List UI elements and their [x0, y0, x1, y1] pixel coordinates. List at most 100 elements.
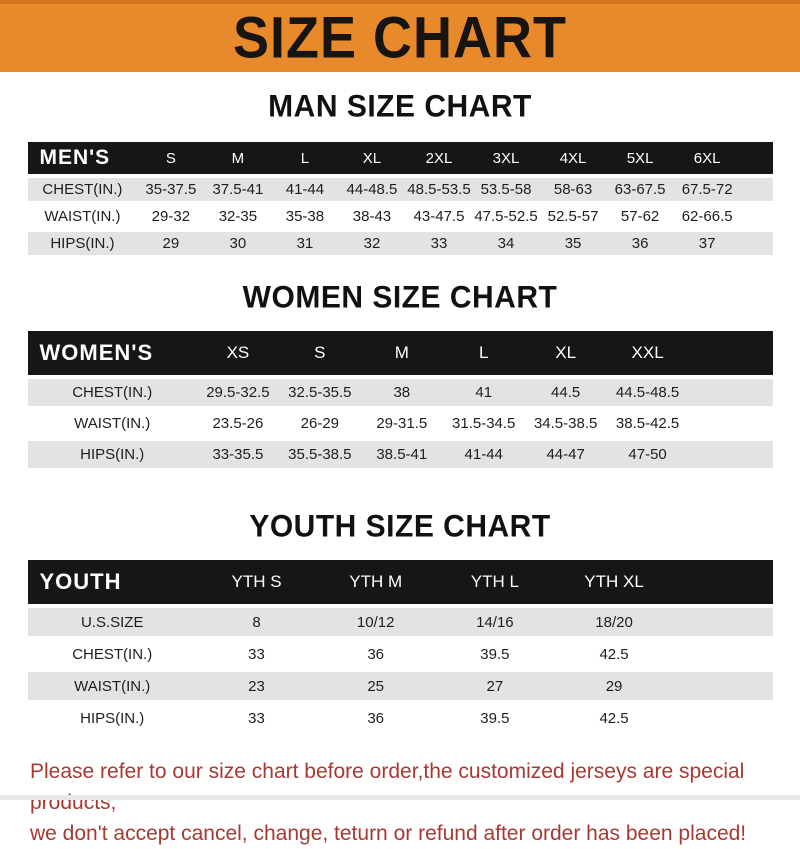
youth-value-cell: 8	[252, 613, 261, 631]
women-size-table: WOMEN'S XS S M L XL XXL CHEST(IN.) 29.5-32.5 32.5…	[27, 327, 773, 472]
men-value-cell: 31	[296, 235, 314, 252]
men-column-header: 5XL	[606, 142, 674, 174]
women-measure-row: WAIST(IN.) 23.5-26 26-29 29-31.5 31.5-34.5 34…	[27, 410, 773, 437]
women-value-cell: 41	[475, 384, 493, 401]
women-header-spacer	[688, 331, 773, 375]
men-column-header: 2XL	[405, 142, 473, 174]
youth-value-cell: 33	[248, 645, 265, 663]
footer-line-1: Please refer to our size chart before or…	[30, 760, 745, 814]
women-row-spacer	[689, 441, 773, 468]
men-value-cell: 30	[229, 235, 247, 252]
youth-header-spacer	[673, 560, 773, 604]
men-measure-row: WAIST(IN.) 29-32 32-35 35-38 38-43 43-47.5 47.…	[27, 205, 773, 228]
youth-column-header: YTH L	[435, 560, 555, 604]
men-column-header: L	[271, 142, 339, 174]
youth-value-cell: 42.5	[599, 709, 629, 727]
men-value-cell: 47.5-52.5	[474, 208, 538, 225]
men-column-header: XL	[338, 142, 406, 174]
men-value-cell: 41-44	[285, 181, 325, 198]
women-size-heading: WOMEN SIZE CHART	[242, 280, 558, 315]
footer-line-2: we don't accept cancel, change, teturn o…	[30, 822, 747, 845]
men-header-row: MEN'S S M L XL 2XL 3XL 4XL 5XL 6XL	[27, 142, 773, 174]
men-value-cell: 67.5-72	[681, 181, 733, 198]
men-value-cell: 37	[698, 235, 716, 252]
youth-measure-row: HIPS(IN.) 33 36 39.5 42.5	[27, 704, 773, 732]
women-value-cell: 41-44	[464, 446, 503, 463]
youth-size-table: YOUTH YTH S YTH M YTH L YTH XL U.S.SIZE 8 10/12…	[27, 556, 773, 736]
women-row-spacer	[689, 379, 773, 406]
men-value-cell: 33	[430, 235, 448, 252]
youth-size-section: YOUTH SIZE CHART YOUTH YTH S YTH M YTH L YTH…	[0, 509, 800, 736]
women-value-cell: 34.5-38.5	[533, 415, 598, 432]
women-value-cell: 38.5-41	[376, 446, 428, 463]
women-value-cell: 44-47	[546, 446, 585, 463]
youth-measure-row: U.S.SIZE 8 10/12 14/16 18/20	[27, 608, 773, 636]
men-value-cell: 34	[497, 235, 515, 252]
men-value-cell: 37.5-41	[212, 181, 264, 198]
man-size-section: MAN SIZE CHART MEN'S S M L XL 2XL 3XL 4XL 5XL 6XL…	[0, 89, 800, 259]
youth-column-header: YTH XL	[554, 560, 674, 604]
youth-value-cell: 25	[367, 677, 385, 695]
bottom-edge-strip	[0, 795, 800, 800]
man-size-table: MEN'S S M L XL 2XL 3XL 4XL 5XL 6XL CHEST(IN.) 35-37…	[27, 138, 773, 259]
women-value-cell: 44.5	[551, 384, 581, 401]
men-value-cell: 38-43	[352, 208, 392, 225]
youth-row-label: CHEST(IN.)	[72, 645, 153, 663]
men-value-cell: 29	[162, 235, 180, 252]
men-header-spacer	[740, 142, 773, 174]
men-column-header: M	[204, 142, 272, 174]
youth-value-cell: 42.5	[599, 645, 629, 663]
youth-value-cell: 33	[248, 709, 265, 727]
men-column-header: S	[137, 142, 205, 174]
women-row-spacer	[689, 410, 773, 437]
footer-note: Please refer to our size chart before or…	[30, 756, 800, 849]
men-row-label: HIPS(IN.)	[50, 235, 115, 252]
women-value-cell: 32.5-35.5	[288, 384, 352, 401]
men-value-cell: 48.5-53.5	[407, 181, 471, 198]
youth-value-cell: 14/16	[476, 613, 514, 631]
youth-value-cell: 36	[367, 645, 385, 663]
youth-measure-row: WAIST(IN.) 23 25 27 29	[27, 672, 773, 700]
youth-column-header: YTH M	[316, 560, 436, 604]
youth-column-header: YTH S	[196, 560, 317, 604]
women-value-cell: 47-50	[628, 446, 667, 463]
women-measure-row: HIPS(IN.) 33-35.5 35.5-38.5 38.5-41 41-44 44-…	[27, 441, 773, 468]
youth-value-cell: 23	[248, 677, 265, 695]
youth-value-cell: 10/12	[356, 613, 395, 631]
youth-row-spacer	[674, 704, 773, 732]
page-title: SIZE CHART	[233, 5, 567, 71]
women-value-cell: 23.5-26	[212, 415, 264, 432]
youth-corner-label: YOUTH	[27, 560, 197, 604]
youth-row-label: HIPS(IN.)	[80, 709, 145, 727]
men-column-header: 6XL	[673, 142, 741, 174]
women-value-cell: 38.5-42.5	[615, 415, 680, 432]
youth-row-label: WAIST(IN.)	[74, 677, 151, 695]
men-value-cell: 62-66.5	[681, 208, 733, 225]
youth-header-row: YOUTH YTH S YTH M YTH L YTH XL	[27, 560, 773, 604]
men-value-cell: 63-67.5	[614, 181, 666, 198]
women-header-row: WOMEN'S XS S M L XL XXL	[27, 331, 773, 375]
women-row-label: HIPS(IN.)	[80, 446, 145, 463]
women-value-cell: 31.5-34.5	[452, 415, 516, 432]
men-measure-row: CHEST(IN.) 35-37.5 37.5-41 41-44 44-48.5 48.5…	[27, 178, 773, 201]
youth-value-cell: 39.5	[480, 645, 510, 663]
youth-value-cell: 39.5	[480, 709, 510, 727]
men-value-cell: 29-32	[151, 208, 191, 225]
men-value-cell: 57-62	[620, 208, 660, 225]
men-corner-label: MEN'S	[27, 142, 138, 174]
men-value-cell: 32	[363, 235, 381, 252]
women-value-cell: 35.5-38.5	[288, 446, 352, 463]
women-value-cell: 33-35.5	[212, 446, 264, 463]
youth-value-cell: 36	[367, 709, 385, 727]
men-row-label: WAIST(IN.)	[44, 208, 121, 225]
women-corner-label: WOMEN'S	[27, 331, 197, 375]
women-column-header: M	[360, 331, 443, 375]
women-value-cell: 26-29	[300, 415, 340, 432]
youth-size-heading: YOUTH SIZE CHART	[249, 509, 551, 544]
men-value-cell: 52.5-57	[547, 208, 599, 225]
youth-row-spacer	[674, 640, 773, 668]
youth-row-label: U.S.SIZE	[80, 613, 144, 631]
women-size-section: WOMEN SIZE CHART WOMEN'S XS S M L XL XXL CHEST(…	[0, 280, 800, 472]
man-size-heading: MAN SIZE CHART	[268, 89, 532, 124]
men-row-spacer	[741, 205, 773, 228]
